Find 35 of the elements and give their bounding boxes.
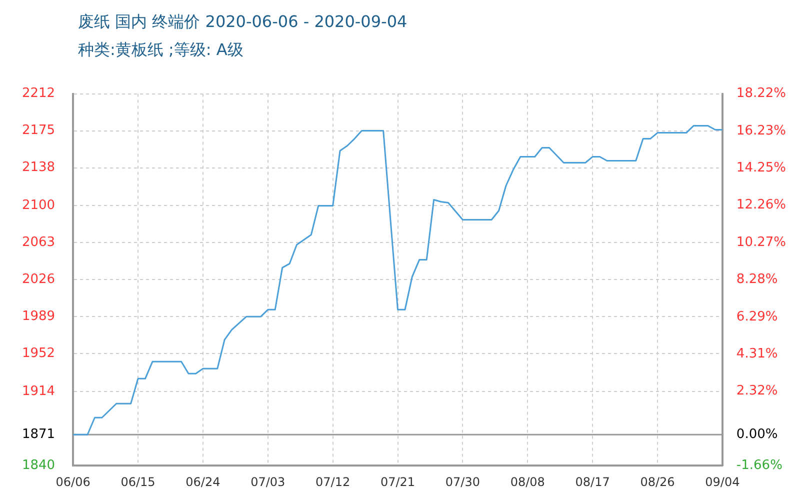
y-tick-label: 1952 xyxy=(22,346,56,362)
x-tick-label: 06/06 xyxy=(56,474,90,489)
y2-tick-label: 16.23% xyxy=(736,123,786,138)
chart-title: 废纸 国内 终端价 2020-06-06 - 2020-09-04 xyxy=(78,12,408,33)
y2-tick-label: 14.25% xyxy=(736,160,786,176)
y-tick-label: 1840 xyxy=(22,458,56,473)
y2-tick-label: 2.32% xyxy=(736,384,778,399)
y-tick-label: 2026 xyxy=(22,272,56,288)
y-tick-label: 1989 xyxy=(22,309,56,324)
y-tick-label: 2175 xyxy=(22,123,56,138)
y2-tick-label: 4.31% xyxy=(736,346,778,362)
y2-tick-label: 18.22% xyxy=(736,86,786,102)
x-tick-label: 08/08 xyxy=(510,474,545,489)
y-tick-label: 2063 xyxy=(22,235,56,250)
y2-tick-label: 10.27% xyxy=(736,234,786,250)
x-tick-label: 09/04 xyxy=(705,474,740,489)
x-tick-label: 07/03 xyxy=(250,474,286,489)
y2-tick-label: 6.29% xyxy=(736,309,778,324)
x-tick-label: 08/17 xyxy=(575,474,610,489)
y-tick-label: 2100 xyxy=(22,198,56,214)
y-tick-label: 2212 xyxy=(22,86,56,102)
y-tick-label: 1914 xyxy=(22,384,56,400)
chart-subtitle: 种类:黄板纸 ;等级: A级 xyxy=(78,40,244,61)
y2-tick-label: 0.00% xyxy=(736,426,778,442)
y-tick-label: 1871 xyxy=(22,426,56,442)
x-tick-label: 06/15 xyxy=(120,474,156,489)
x-tick-label: 07/30 xyxy=(445,474,480,489)
y2-tick-label: -1.66% xyxy=(736,458,782,473)
y2-tick-label: 12.26% xyxy=(736,198,786,213)
x-tick-label: 06/24 xyxy=(186,474,220,489)
x-tick-label: 07/21 xyxy=(380,474,416,489)
y-tick-label: 2138 xyxy=(22,160,56,176)
x-tick-label: 07/12 xyxy=(316,474,350,489)
x-tick-label: 08/26 xyxy=(640,474,675,489)
y2-tick-label: 8.28% xyxy=(736,272,778,288)
